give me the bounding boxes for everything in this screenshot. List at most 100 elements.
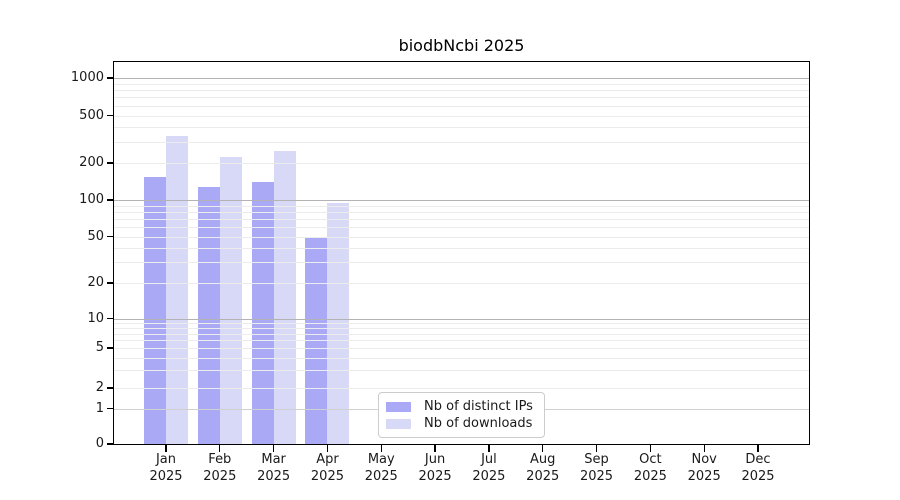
- gridline-minor-900: [114, 83, 809, 85]
- x-label-month: Aug: [530, 452, 556, 467]
- x-tick-label-jul: Jul 2025: [454, 452, 524, 485]
- x-label-year: 2025: [741, 468, 775, 484]
- gridline-minor-400: [114, 127, 809, 129]
- y-tick-label-20: 20: [87, 275, 104, 290]
- gridline-major-100: [114, 200, 809, 202]
- legend: Nb of distinct IPs Nb of downloads: [378, 392, 545, 438]
- gridline-minor-5: [114, 348, 809, 349]
- gridline-minor-800: [114, 90, 809, 92]
- x-tick-nov: [703, 444, 705, 452]
- x-tick-oct: [649, 444, 651, 452]
- gridline-minor-8: [114, 327, 809, 329]
- gridline-minor-600: [114, 105, 809, 107]
- x-tick-label-mar: Mar 2025: [239, 452, 309, 485]
- x-tick-jul: [488, 444, 490, 452]
- y-tick-label-200: 200: [79, 155, 104, 170]
- legend-item-downloads: Nb of downloads: [386, 415, 536, 432]
- x-label-year: 2025: [149, 468, 183, 484]
- gridline-minor-60: [114, 226, 809, 228]
- y-tick-10: [106, 317, 114, 320]
- gridline-minor-9: [114, 322, 809, 324]
- x-label-year: 2025: [364, 468, 398, 484]
- x-tick-label-jun: Jun 2025: [400, 452, 470, 485]
- gridline-minor-200: [114, 163, 809, 164]
- x-label-month: Jul: [481, 452, 497, 467]
- gridline-minor-7: [114, 333, 809, 335]
- x-tick-may: [380, 444, 382, 452]
- gridline-minor-2: [114, 388, 809, 389]
- x-tick-label-sep: Sep 2025: [562, 452, 632, 485]
- legend-label-downloads: Nb of downloads: [424, 416, 533, 431]
- x-label-year: 2025: [633, 468, 667, 484]
- x-tick-label-jan: Jan 2025: [131, 452, 201, 485]
- y-tick-2: [106, 387, 114, 389]
- x-label-year: 2025: [687, 468, 721, 484]
- x-label-year: 2025: [526, 468, 560, 484]
- x-label-month: Jan: [155, 452, 177, 467]
- x-label-month: Mar: [261, 452, 286, 467]
- gridline-minor-6: [114, 340, 809, 342]
- y-tick-20: [106, 282, 114, 284]
- gridline-minor-70: [114, 218, 809, 220]
- y-tick-label-1000: 1000: [70, 70, 104, 85]
- bar-mar-distinct-ips: [251, 182, 274, 444]
- y-tick-200: [106, 162, 114, 164]
- y-tick-label-5: 5: [95, 340, 104, 355]
- x-tick-label-apr: Apr 2025: [292, 452, 362, 485]
- x-label-year: 2025: [472, 468, 506, 484]
- legend-swatch-downloads: [386, 418, 411, 429]
- gridline-minor-20: [114, 283, 809, 284]
- chart-title: biodbNcbi 2025: [398, 36, 525, 55]
- gridline-minor-3: [114, 370, 809, 372]
- x-tick-mar: [272, 444, 275, 452]
- y-tick-label-100: 100: [79, 192, 104, 207]
- gridline-minor-700: [114, 97, 809, 99]
- x-tick-label-oct: Oct 2025: [615, 452, 685, 485]
- y-tick-label-0: 0: [95, 436, 104, 451]
- x-label-month: Feb: [208, 452, 232, 467]
- x-tick-label-dec: Dec 2025: [723, 452, 793, 485]
- x-label-year: 2025: [579, 468, 614, 484]
- x-tick-feb: [219, 444, 221, 452]
- gridline-minor-90: [114, 205, 809, 207]
- y-tick-50: [106, 235, 114, 238]
- x-label-year: 2025: [203, 468, 237, 484]
- x-label-month: Dec: [745, 452, 771, 467]
- x-label-month: Oct: [639, 452, 662, 467]
- x-tick-jan: [165, 444, 167, 452]
- y-tick-label-50: 50: [87, 228, 104, 244]
- bar-feb-downloads: [219, 157, 242, 444]
- x-tick-aug: [542, 444, 544, 452]
- gridline-minor-40: [114, 247, 809, 249]
- y-tick-label-2: 2: [95, 380, 104, 395]
- y-tick-label-10: 10: [87, 310, 104, 326]
- y-tick-500: [106, 114, 114, 117]
- x-label-year: 2025: [418, 468, 452, 484]
- y-tick-5: [106, 347, 114, 349]
- gridline-minor-50: [114, 236, 809, 238]
- bar-jan-downloads: [166, 136, 188, 444]
- x-tick-apr: [326, 444, 329, 452]
- y-tick-100: [106, 199, 114, 201]
- x-label-month: Nov: [691, 452, 717, 467]
- gridline-minor-500: [114, 115, 809, 117]
- y-tick-label-500: 500: [79, 107, 104, 123]
- x-label-month: May: [367, 452, 395, 467]
- gridline-minor-300: [114, 141, 809, 143]
- x-tick-sep: [595, 444, 598, 452]
- legend-swatch-distinct-ips: [386, 401, 411, 412]
- legend-label-distinct-ips: Nb of distinct IPs: [424, 399, 533, 414]
- x-label-year: 2025: [310, 468, 344, 484]
- gridline-minor-30: [114, 262, 809, 264]
- gridline-minor-4: [114, 357, 809, 359]
- plot-border: [113, 61, 810, 445]
- x-label-month: Jun: [424, 452, 446, 467]
- x-tick-label-feb: Feb 2025: [185, 452, 255, 485]
- bar-feb-distinct-ips: [197, 186, 220, 444]
- bar-jan-distinct-ips: [144, 176, 166, 444]
- x-label-year: 2025: [257, 468, 291, 484]
- gridline-minor-80: [114, 211, 809, 213]
- x-tick-dec: [757, 444, 759, 452]
- legend-item-distinct-ips: Nb of distinct IPs: [386, 398, 536, 415]
